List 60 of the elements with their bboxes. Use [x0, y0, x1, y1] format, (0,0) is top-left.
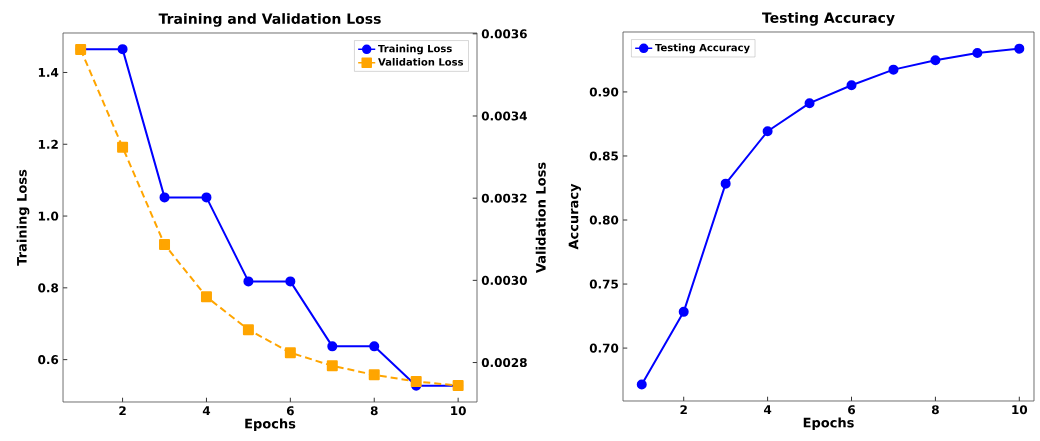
point [762, 126, 773, 137]
y2-tick-label: 0.0034 [481, 111, 527, 121]
y-tick-label: 0.6 [38, 355, 59, 365]
point [720, 178, 731, 189]
legend-label: Validation Loss [378, 57, 464, 66]
x-tick-label: 10 [451, 406, 466, 416]
point [930, 55, 941, 66]
y2-tick-label: 0.0028 [481, 358, 527, 368]
y-tick-label: 0.80 [589, 215, 619, 225]
y-tick-label: 0.70 [589, 343, 619, 353]
point [368, 369, 380, 381]
point [410, 375, 422, 387]
point [326, 360, 338, 372]
point [201, 192, 212, 203]
y-axis-title: Accuracy [568, 183, 581, 250]
point [846, 80, 857, 91]
point [327, 341, 338, 352]
x-tick-label: 4 [763, 405, 772, 414]
y-tick-label: 1.4 [38, 68, 59, 77]
point [284, 347, 296, 359]
x-tick-label: 6 [286, 406, 294, 416]
x-tick-label: 8 [931, 405, 939, 415]
legend-label: Testing Accuracy [655, 43, 750, 54]
x-tick-label: 2 [680, 405, 687, 415]
point [636, 379, 647, 390]
point [369, 341, 380, 352]
point [242, 324, 254, 336]
x-tick-label: 8 [370, 406, 378, 416]
legend-label: Training Loss [378, 44, 452, 55]
x-tick-label: 2 [119, 406, 126, 416]
y2-axis-title: Validation Loss [535, 162, 546, 274]
x-axis-title: Epochs [245, 418, 296, 432]
point [243, 276, 254, 287]
y-tick-label: 0.85 [589, 151, 618, 161]
y-tick-label: 0.90 [589, 87, 619, 97]
y-tick-label: 1.0 [38, 211, 59, 221]
y2-tick-label: 0.0030 [481, 275, 527, 285]
point [159, 192, 170, 203]
point [117, 44, 128, 55]
y-tick-label: 0.8 [38, 283, 59, 293]
y-tick-label: 1.2 [38, 139, 58, 149]
point [159, 239, 171, 251]
chart-title: Testing Accuracy [762, 12, 895, 26]
point [1014, 43, 1025, 54]
x-tick-label: 4 [202, 406, 211, 415]
x-axis-title: Epochs [803, 417, 854, 431]
y-axis-title: Training Loss [16, 169, 30, 266]
point [117, 141, 129, 153]
y-tick-label: 0.75 [589, 279, 618, 289]
point [972, 47, 983, 58]
x-tick-label: 10 [1012, 405, 1028, 415]
point [200, 291, 212, 303]
point [678, 306, 689, 317]
chart-title: Training and Validation Loss [158, 13, 381, 27]
point [804, 98, 815, 109]
y2-tick-label: 0.0032 [481, 193, 527, 203]
point [285, 276, 296, 287]
x-tick-label: 6 [848, 405, 856, 415]
y2-tick-label: 0.0036 [481, 29, 527, 39]
point [888, 64, 899, 75]
